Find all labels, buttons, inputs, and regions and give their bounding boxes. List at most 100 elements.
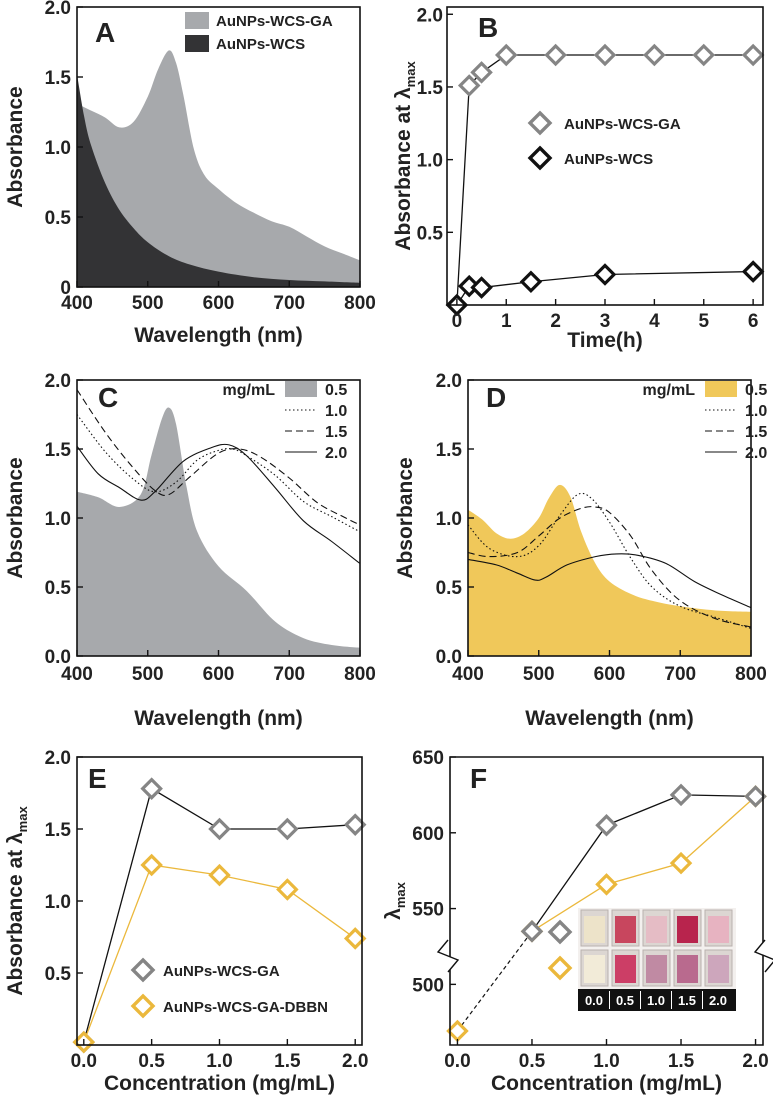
data-point xyxy=(741,43,765,67)
y-tick-label: 0.5 xyxy=(45,578,72,599)
spectrum-area-wcs xyxy=(77,74,360,287)
legend-label: AuNPs-WCS-GA xyxy=(163,963,280,980)
panel-e: 0.0 0.5 1.0 1.5 2.0 0.5 1.0 1.5 2.0 Concentration… xyxy=(4,748,368,1095)
vial-photo-inset: 0.0 0.5 1.0 1.5 2.0 xyxy=(578,908,736,1011)
y-tick-label: 0.5 xyxy=(45,208,72,229)
x-tick-label: 500 xyxy=(523,664,555,685)
x-tick-label: 700 xyxy=(273,293,305,314)
legend-swatch xyxy=(185,12,209,29)
data-point xyxy=(744,785,767,808)
legend-label: AuNPs-WCS-GA-DBBN xyxy=(163,999,328,1016)
data-point xyxy=(208,863,231,887)
x-axis-label: Concentration (mg/mL) xyxy=(491,1072,722,1095)
x-tick-label: 0.0 xyxy=(71,1051,97,1072)
spectrum-line xyxy=(76,443,361,564)
x-axis-label: Wavelength (nm) xyxy=(525,707,693,730)
legend-label: 1.5 xyxy=(325,424,347,441)
legend-label: AuNPs-WCS xyxy=(564,151,653,168)
x-tick-label: 800 xyxy=(344,664,376,685)
x-axis-label: Time(h) xyxy=(567,329,642,352)
y-tick-label: 2.0 xyxy=(45,0,71,19)
x-axis-label: Wavelength (nm) xyxy=(134,707,302,730)
y-tick-label: 1.0 xyxy=(436,509,462,530)
spectrum-area xyxy=(77,407,360,656)
legend-marker xyxy=(527,110,553,136)
legend-label: 0.5 xyxy=(745,382,767,399)
data-point xyxy=(520,920,544,943)
vial-bottom-liquid xyxy=(584,955,605,983)
x-tick-label: 800 xyxy=(344,293,376,314)
y-tick-label: 500 xyxy=(412,975,444,996)
spectrum-line xyxy=(76,389,361,526)
vial-label: 1.5 xyxy=(678,993,696,1008)
data-point xyxy=(208,817,231,841)
y-tick-label: 550 xyxy=(412,900,444,921)
y-tick-label: 650 xyxy=(412,748,444,769)
vial-bottom-liquid xyxy=(615,955,636,983)
x-tick-label: 0 xyxy=(452,311,463,332)
y-tick-label: 600 xyxy=(412,824,444,845)
legend-marker xyxy=(130,957,156,983)
y-axis-label-sub: max xyxy=(15,806,30,833)
y-tick-label: 1.5 xyxy=(436,440,463,461)
x-tick-label: 0.5 xyxy=(138,1051,165,1072)
legend-label: AuNPs-WCS xyxy=(216,36,305,53)
vial-label: 1.0 xyxy=(647,993,665,1008)
data-point xyxy=(595,873,618,896)
legend-label: 1.0 xyxy=(745,403,767,420)
data-point xyxy=(140,853,163,877)
x-tick-label: 700 xyxy=(273,664,305,685)
legend-label: 2.0 xyxy=(745,445,767,462)
y-axis-label-main: λ xyxy=(382,908,405,920)
x-tick-label: 5 xyxy=(698,311,709,332)
y-axis-label-main: Absorbance xyxy=(4,457,27,578)
y-tick-label: 2.0 xyxy=(45,748,71,769)
y-axis-label: Absorbance xyxy=(394,457,417,578)
y-axis-label: Absorbance at λmax xyxy=(4,806,30,996)
y-axis-label-main: Absorbance xyxy=(394,457,417,578)
x-tick-label: 2 xyxy=(550,311,561,332)
y-tick-label: 0.0 xyxy=(436,647,462,668)
series-line-break xyxy=(456,930,533,1032)
x-tick-label: 2.0 xyxy=(342,1051,368,1072)
series-line xyxy=(531,794,756,932)
data-point xyxy=(276,878,299,901)
legend-label: 2.0 xyxy=(325,445,347,462)
data-point xyxy=(276,817,299,841)
panel-letter: C xyxy=(98,382,118,413)
x-tick-label: 1.0 xyxy=(593,1051,619,1072)
x-tick-label: 400 xyxy=(61,293,93,314)
x-tick-label: 1 xyxy=(501,311,512,332)
y-tick-label: 1.5 xyxy=(45,68,72,89)
vial-label: 0.5 xyxy=(616,993,634,1008)
panel-a: 400 500 600 700 800 0 0.5 1.0 1.5 2.0 Wavelength (… xyxy=(4,0,376,347)
y-axis-label: Absorbance xyxy=(4,86,27,207)
x-tick-label: 0.0 xyxy=(444,1051,470,1072)
x-axis-label: Concentration (mg/mL) xyxy=(104,1072,335,1095)
vial-label: 0.0 xyxy=(585,993,603,1008)
vial-top-liquid xyxy=(708,916,729,943)
data-point xyxy=(494,43,518,67)
y-tick-label: 1.0 xyxy=(417,151,443,172)
x-axis-label: Wavelength (nm) xyxy=(134,324,302,347)
legend-label: 1.0 xyxy=(325,403,347,420)
y-tick-label: 1.5 xyxy=(45,820,72,841)
y-axis-label-sub: max xyxy=(403,61,418,88)
y-tick-label: 1.5 xyxy=(45,440,72,461)
data-point xyxy=(692,43,716,67)
y-tick-label: 1.0 xyxy=(45,509,71,530)
spectrum-area-wcs-ga xyxy=(77,50,360,287)
inset-legend-marker xyxy=(547,955,573,981)
y-tick-label: 0 xyxy=(60,278,71,299)
axis-break-left xyxy=(436,939,460,973)
data-point xyxy=(470,61,493,84)
data-point xyxy=(741,260,765,283)
legend-label: 0.5 xyxy=(325,382,347,399)
spectrum-area xyxy=(468,484,751,656)
x-tick-label: 1.0 xyxy=(206,1051,232,1072)
legend-swatch xyxy=(705,381,737,397)
y-tick-label: 0.5 xyxy=(417,223,444,244)
spectrum-line xyxy=(76,414,361,533)
spectrum-line xyxy=(467,506,752,628)
legend-label: AuNPs-WCS-GA xyxy=(564,116,681,133)
